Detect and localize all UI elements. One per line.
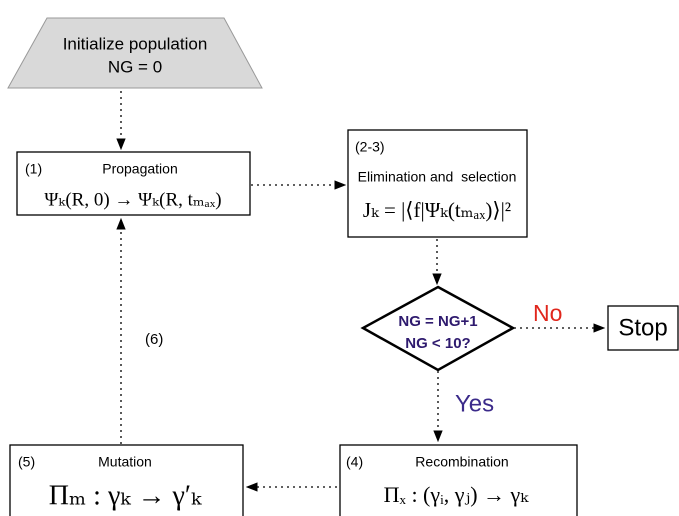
edge-label: (6) — [145, 331, 163, 348]
step-label: Propagation — [102, 161, 178, 177]
process-box — [347, 129, 528, 238]
formula: Πₓ : (γᵢ, γⱼ) → γₖ — [384, 482, 530, 507]
step-number: (2-3) — [355, 139, 385, 155]
step-label: Elimination and selection — [358, 169, 517, 185]
start-shape — [7, 17, 263, 89]
formula: Ψₖ(R, 0) → Ψₖ(R, tₘₐₓ) — [44, 189, 221, 210]
step-number: (4) — [346, 454, 363, 470]
step-number: (5) — [18, 454, 35, 470]
stop-box — [607, 305, 679, 351]
step-number: (1) — [25, 161, 42, 177]
formula: Jₖ = |⟨f|Ψₖ(tₘₐₓ)⟩|² — [363, 198, 511, 222]
start-label: Initialize population — [63, 34, 208, 53]
decision-label: NG = NG+1 — [398, 313, 477, 330]
step-label: Mutation — [98, 454, 152, 470]
step-label: Recombination — [415, 454, 508, 470]
edge-label: No — [533, 300, 562, 326]
edge-label: Yes — [455, 390, 494, 417]
stop-label: Stop — [618, 314, 667, 341]
process-box — [339, 444, 578, 516]
decision-shape — [360, 285, 516, 372]
formula: Πₘ : γₖ → γ′ₖ — [49, 480, 202, 511]
decision-label: NG < 10? — [405, 335, 470, 352]
process-box — [9, 444, 244, 516]
process-box — [16, 151, 251, 216]
start-label: NG = 0 — [108, 57, 162, 76]
